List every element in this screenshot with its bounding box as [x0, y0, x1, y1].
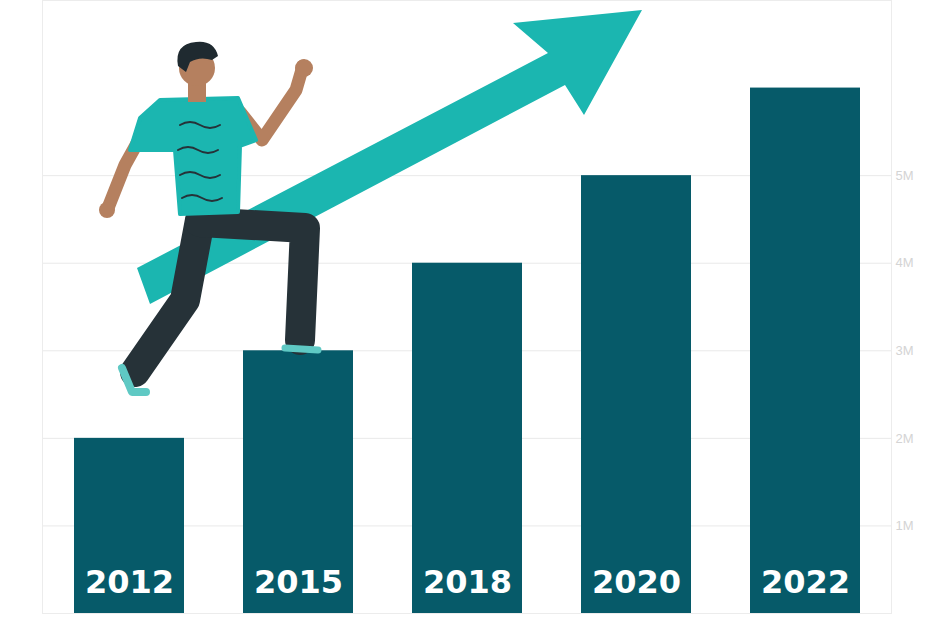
- svg-text:5M: 5M: [896, 168, 914, 183]
- svg-text:2015: 2015: [254, 563, 343, 601]
- svg-text:1M: 1M: [896, 518, 914, 533]
- svg-text:4M: 4M: [896, 255, 914, 270]
- svg-text:2020: 2020: [592, 563, 681, 601]
- svg-text:2012: 2012: [85, 563, 174, 601]
- svg-text:3M: 3M: [896, 343, 914, 358]
- svg-text:2022: 2022: [761, 563, 850, 601]
- svg-text:2018: 2018: [423, 563, 512, 601]
- svg-text:2M: 2M: [896, 431, 914, 446]
